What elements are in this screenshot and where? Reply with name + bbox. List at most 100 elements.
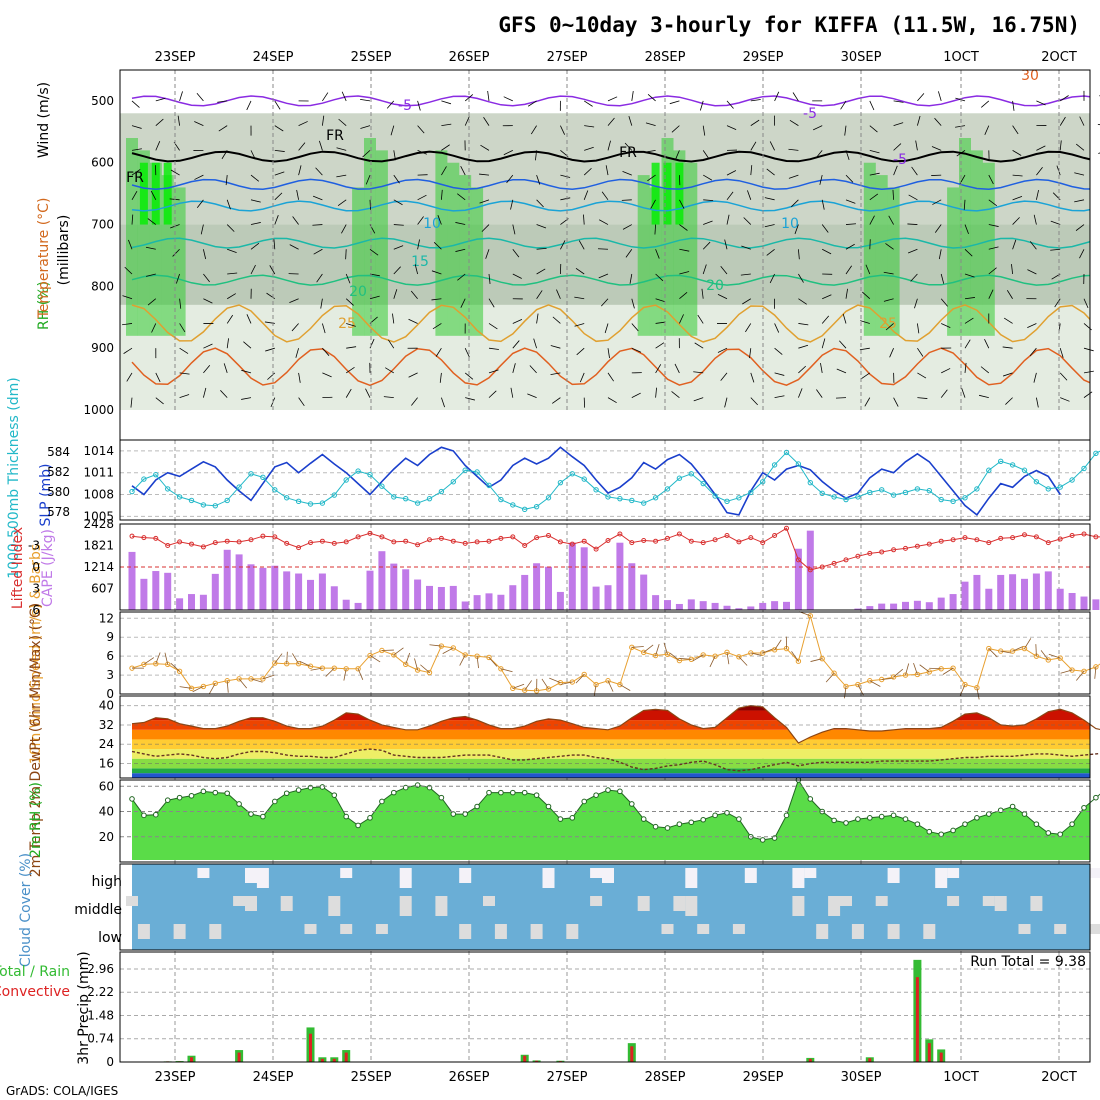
wind-barb [840, 100, 847, 110]
wind-barb [703, 199, 714, 202]
wind-barb [774, 372, 785, 376]
wind-point [950, 665, 956, 671]
temp-band [132, 705, 1090, 711]
rh-point [212, 789, 219, 796]
wind-barb [717, 294, 728, 300]
thickness-point [284, 495, 290, 501]
cape-bar [283, 571, 291, 610]
wind-barb [798, 388, 803, 398]
wind-barb [414, 264, 418, 275]
wind-barb [390, 125, 395, 136]
wind-barb [155, 397, 164, 405]
wind-barb [273, 239, 276, 250]
wind-barb [322, 347, 330, 356]
li-point [641, 537, 647, 543]
cape-bar [783, 601, 790, 610]
wind-barb [155, 652, 161, 664]
wind-barb [312, 224, 323, 226]
wind-barb [679, 271, 690, 275]
cloud-gap [375, 924, 388, 934]
date-bottom-4: 27SEP [547, 1070, 588, 1085]
li-point [546, 532, 551, 538]
precip-convective-bar [808, 1058, 812, 1062]
rh-point [1033, 821, 1040, 827]
rh-fill [132, 780, 1090, 860]
cape-bar [354, 602, 362, 610]
wind-barb [460, 165, 466, 176]
wind-barb [628, 115, 633, 126]
cloud-gap [982, 896, 995, 906]
cape-bar [164, 572, 172, 610]
rh-point [878, 813, 885, 820]
cape-bar [437, 586, 445, 610]
wind-barb [964, 248, 973, 257]
cloud-gap [947, 896, 960, 906]
wind-barb [703, 220, 713, 225]
cloud-gap [530, 924, 543, 939]
li-point [974, 537, 980, 543]
wind-barb [512, 224, 516, 235]
slp-axis-labels: 1000-500mb Thickness (dm) SLP (mb) [6, 377, 54, 578]
wind-barb [226, 338, 229, 349]
wind-barb [131, 148, 142, 151]
wind-barb [145, 273, 156, 277]
run-total-label: Run Total = 9.38 [970, 954, 1086, 970]
thickness-point [1081, 465, 1087, 472]
wind-barb [798, 298, 807, 305]
wind-barb [550, 372, 561, 375]
wind-barb [860, 320, 870, 324]
cape-bar [509, 585, 517, 610]
cloud-gap [173, 924, 186, 939]
xsection-ytick: 800 [91, 279, 114, 293]
cloud-gap [1054, 924, 1067, 934]
wind-barb [750, 372, 755, 383]
wind-barb [607, 96, 618, 102]
cloud-gap [399, 896, 412, 916]
wind-barb [1000, 650, 1013, 654]
isotherm-FR [131, 150, 1090, 163]
date-top-4: 27SEP [547, 50, 588, 65]
li-point [355, 534, 361, 540]
wind-barb [1050, 220, 1061, 225]
wind-barb [1036, 189, 1039, 200]
wind-barb [984, 338, 990, 349]
temp-band [132, 768, 1090, 774]
wind-barb [988, 648, 998, 658]
cape-bar [890, 603, 898, 610]
wind-barb [934, 117, 942, 126]
li-point [831, 560, 837, 566]
wind-barb [726, 170, 737, 176]
wind-point [890, 674, 897, 680]
wind-barb [343, 668, 347, 681]
thickness-point [236, 484, 242, 490]
wind-barb [316, 273, 323, 283]
rh-point [640, 816, 647, 822]
wind-barb [794, 224, 799, 235]
wind-barb [431, 270, 442, 275]
wind-point [260, 676, 266, 682]
wind-barb [360, 98, 371, 102]
rh-point [283, 790, 290, 797]
thickness-point [902, 489, 909, 496]
thickness-point [664, 486, 671, 492]
cape-bar [1092, 599, 1100, 610]
thickness-point [165, 486, 171, 492]
wind-barb [246, 314, 252, 324]
cape-bar [628, 563, 636, 610]
wind-barb [286, 651, 288, 664]
xsection-ytick: 1000 [83, 403, 114, 417]
wind-barb [203, 343, 213, 349]
wind-barb [914, 298, 918, 309]
isotherm-25 [131, 304, 1090, 343]
wind-barb [941, 368, 951, 374]
wind-barb [869, 215, 875, 225]
li-point [1069, 532, 1075, 538]
wind-barb [225, 175, 228, 186]
li-point [557, 539, 563, 545]
rh-point [200, 788, 207, 795]
li-point [986, 540, 992, 546]
wind-barb [597, 248, 609, 250]
wind-barb [575, 674, 585, 684]
li-point [1045, 540, 1051, 546]
wind-barb [915, 140, 918, 151]
